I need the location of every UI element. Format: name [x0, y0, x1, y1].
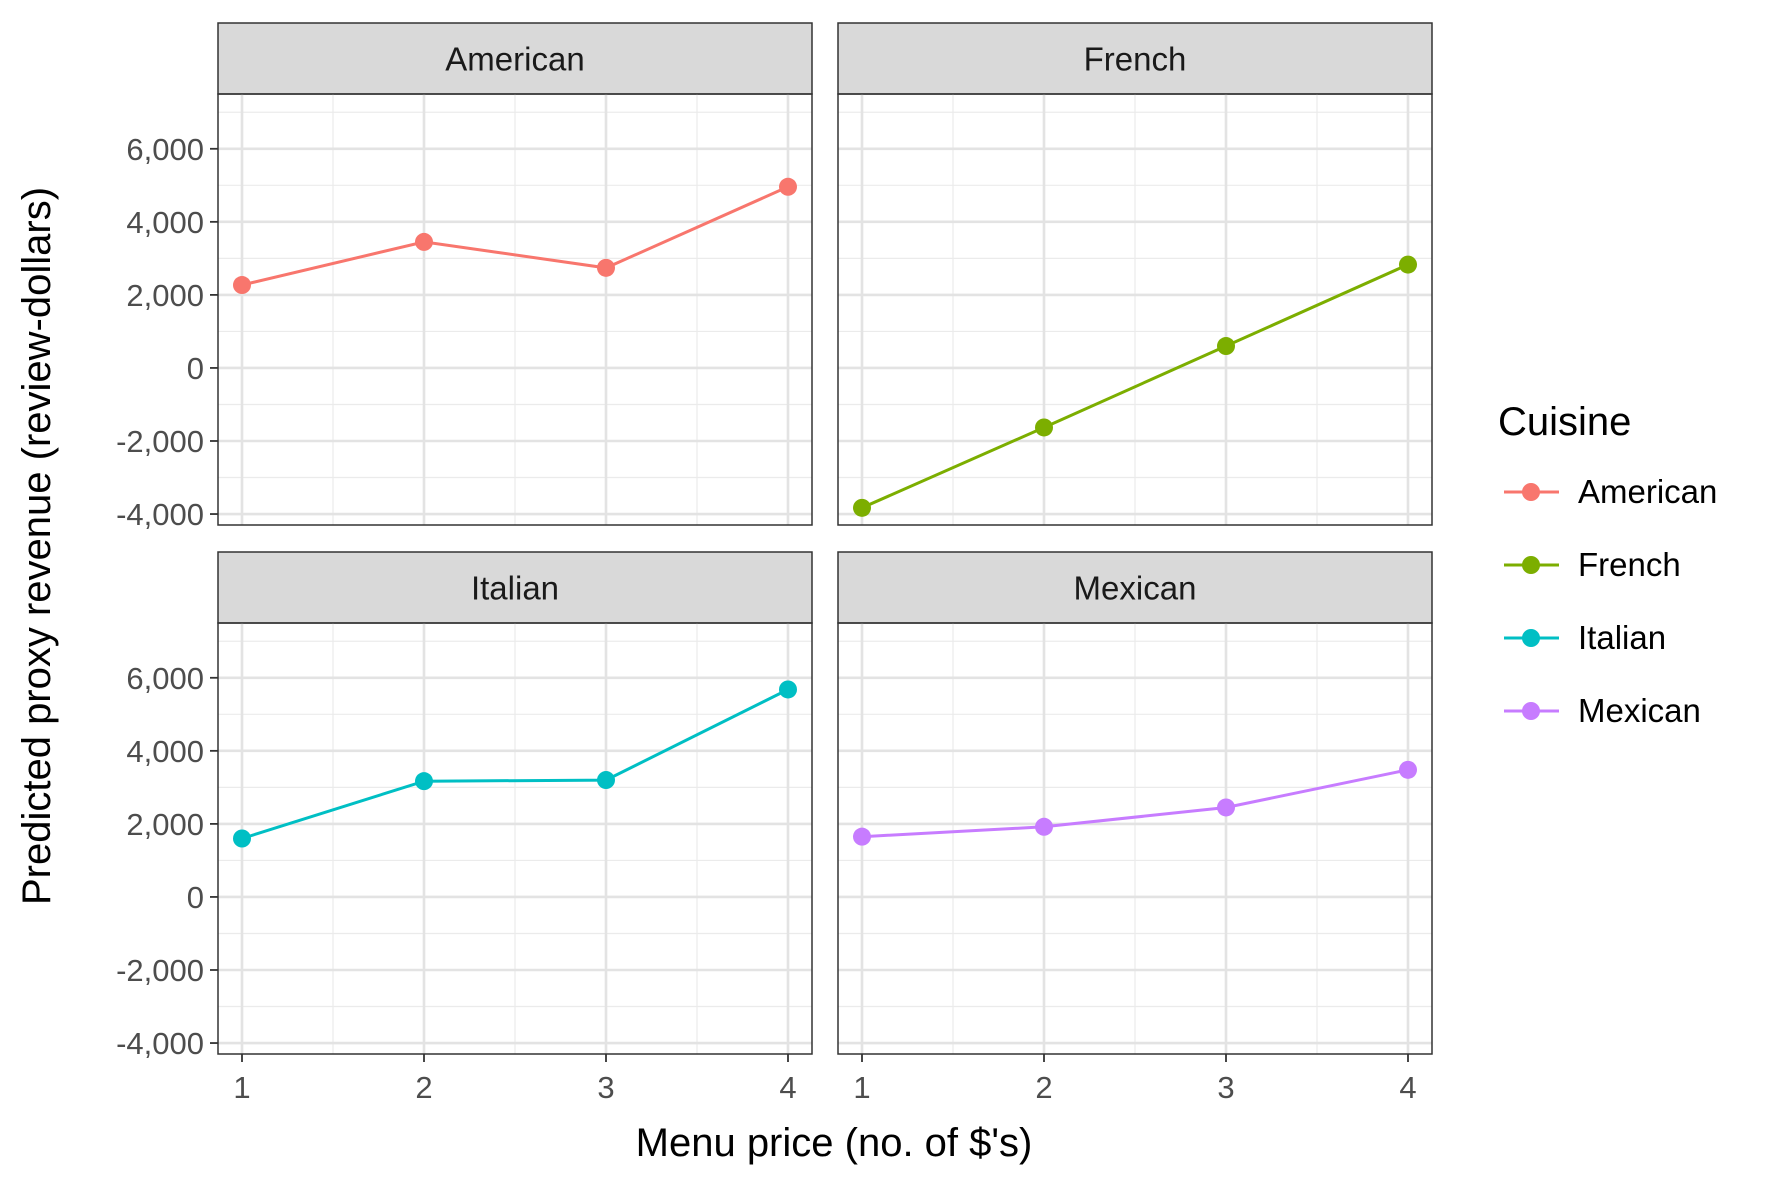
data-point-american: [597, 258, 615, 277]
x-tick-label: 2: [415, 1070, 432, 1105]
legend-key-point: [1522, 556, 1540, 574]
x-tick-label: 4: [1399, 1070, 1416, 1105]
x-tick-label: 2: [1035, 1070, 1052, 1105]
y-tick-label: 0: [187, 351, 204, 386]
data-point-french: [1217, 337, 1235, 356]
data-point-italian: [597, 771, 615, 790]
y-tick-label: -4,000: [116, 497, 204, 532]
series-line-french: [861, 263, 1409, 510]
y-tick-label: 2,000: [126, 807, 204, 842]
legend-label: Italian: [1578, 619, 1666, 656]
y-tick-label: -2,000: [116, 953, 204, 988]
legend-item-american: American: [1504, 473, 1717, 510]
facet-panels: American -4,000 -2,000 0 2,000 4,000 6,000 Fren…: [116, 22, 1433, 1105]
legend-item-italian: Italian: [1504, 619, 1666, 656]
data-point-french: [1399, 255, 1417, 274]
y-tick-label: 6,000: [126, 661, 204, 696]
x-tick-label: 3: [1217, 1070, 1234, 1105]
facet-strip: [217, 22, 813, 95]
data-point-italian: [779, 680, 797, 699]
facet-strip-label: American: [445, 41, 584, 78]
data-point-italian: [415, 772, 433, 791]
panel-border: [217, 93, 813, 526]
data-point-american: [233, 276, 251, 295]
facet-strip-label: French: [1084, 41, 1187, 78]
data-point-mexican: [1399, 760, 1417, 779]
legend: Cuisine American French Italian Mexican: [1498, 400, 1717, 729]
data-point-mexican: [1217, 798, 1235, 817]
x-axis-title: Menu price (no. of $'s): [636, 1121, 1033, 1165]
panel-border: [837, 622, 1433, 1055]
y-tick-label: -4,000: [116, 1026, 204, 1061]
x-tick-label: 4: [779, 1070, 796, 1105]
panel-border: [837, 93, 1433, 526]
y-tick-label: 0: [187, 880, 204, 915]
x-tick-label: 1: [233, 1070, 250, 1105]
legend-key-point: [1522, 629, 1540, 647]
y-tick-label: -2,000: [116, 424, 204, 459]
panel-french: French: [837, 22, 1433, 526]
series-line-italian: [241, 688, 789, 840]
legend-label: French: [1578, 546, 1681, 583]
facet-strip-label: Italian: [471, 570, 559, 607]
legend-key-point: [1522, 483, 1540, 501]
series-line-mexican: [861, 768, 1409, 839]
legend-label: Mexican: [1578, 692, 1701, 729]
facet-strip: [217, 551, 813, 624]
data-point-french: [853, 498, 871, 517]
data-point-american: [415, 232, 433, 251]
data-point-mexican: [853, 827, 871, 846]
y-tick-label: 6,000: [126, 132, 204, 167]
x-tick-label: 1: [853, 1070, 870, 1105]
panel-american: American -4,000 -2,000 0 2,000 4,000 6,000: [116, 22, 813, 532]
data-point-italian: [233, 829, 251, 848]
panel-border: [217, 622, 813, 1055]
x-tick-label: 3: [597, 1070, 614, 1105]
y-tick-label: 4,000: [126, 734, 204, 769]
panel-italian: Italian -4,000 -2,000 0 2,000 4,000 6,000 1 2 3 4: [116, 551, 813, 1105]
legend-key-point: [1522, 702, 1540, 720]
legend-title: Cuisine: [1498, 400, 1631, 444]
series-line-american: [241, 185, 789, 287]
legend-label: American: [1578, 473, 1717, 510]
facet-strip: [837, 22, 1433, 95]
facet-strip-label: Mexican: [1074, 570, 1197, 607]
y-axis-title: Predicted proxy revenue (review-dollars): [15, 187, 59, 905]
y-tick-label: 2,000: [126, 278, 204, 313]
y-tick-label: 4,000: [126, 205, 204, 240]
data-point-mexican: [1035, 817, 1053, 836]
legend-item-french: French: [1504, 546, 1681, 583]
data-point-french: [1035, 418, 1053, 437]
data-point-american: [779, 177, 797, 196]
panel-mexican: Mexican 1 2 3 4: [837, 551, 1433, 1105]
legend-item-mexican: Mexican: [1504, 692, 1701, 729]
